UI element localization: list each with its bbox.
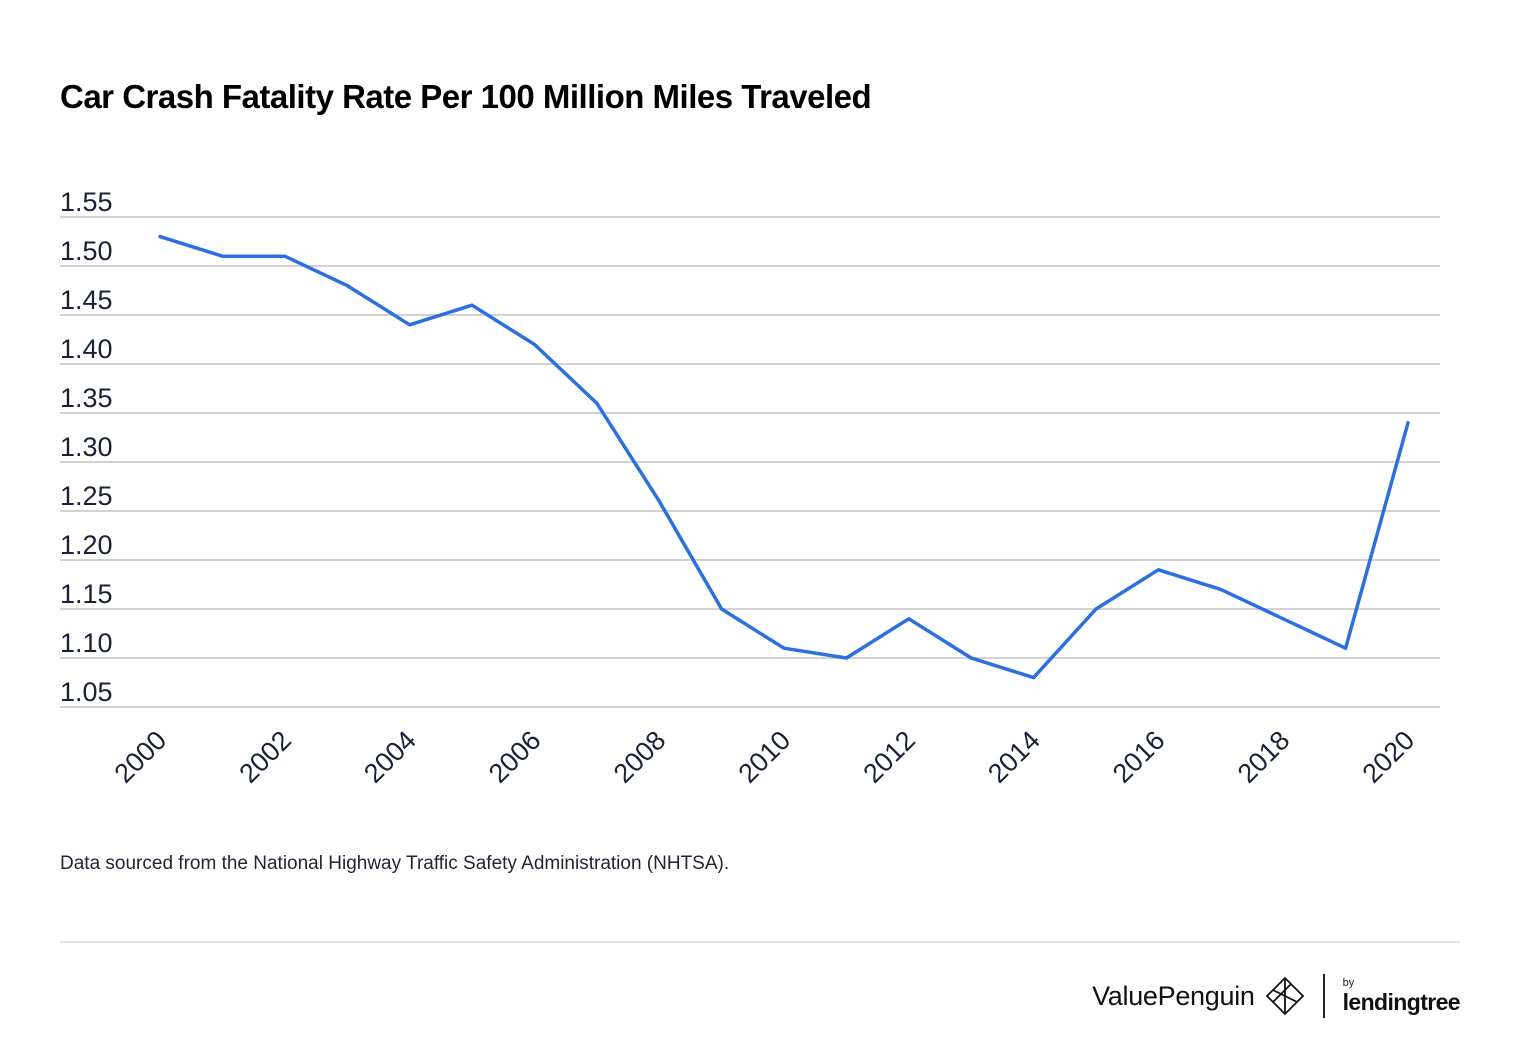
data-point xyxy=(158,235,162,239)
x-tick-label: 2020 xyxy=(1357,725,1421,789)
data-point xyxy=(283,254,287,258)
brand-by-label: by xyxy=(1342,977,1355,989)
data-point xyxy=(345,284,349,288)
brand-lockup: ValuePenguin by lendingtree xyxy=(1092,972,1461,1020)
y-tick-label: 1.25 xyxy=(60,481,113,511)
data-point xyxy=(220,254,224,258)
x-tick-label: 2002 xyxy=(233,725,297,789)
footer-divider xyxy=(60,941,1460,943)
data-point xyxy=(720,607,724,611)
data-point xyxy=(844,656,848,660)
y-tick-label: 1.45 xyxy=(60,285,113,315)
x-tick-label: 2018 xyxy=(1232,725,1296,789)
x-tick-label: 2004 xyxy=(358,725,422,789)
y-tick-label: 1.15 xyxy=(60,579,113,609)
x-tick-label: 2000 xyxy=(109,725,173,789)
x-tick-label: 2008 xyxy=(608,725,672,789)
data-point xyxy=(1094,607,1098,611)
penguin-logo-icon xyxy=(1265,976,1304,1016)
y-tick-label: 1.30 xyxy=(60,432,113,462)
chart-grid xyxy=(60,216,1440,708)
x-tick-label: 2010 xyxy=(733,725,797,789)
data-point xyxy=(1032,676,1036,680)
brand-separator xyxy=(1322,974,1325,1018)
chart-title: Car Crash Fatality Rate Per 100 Million … xyxy=(60,78,872,115)
line-chart: 1.55 1.50 1.45 1.40 1.35 1.30 1.25 1.20 1.15 1.10… xyxy=(60,187,1440,789)
y-axis-ticks: 1.55 1.50 1.45 1.40 1.35 1.30 1.25 1.20 1.15 1.10… xyxy=(60,187,113,707)
partner-name: lendingtree xyxy=(1342,989,1461,1015)
y-tick-label: 1.55 xyxy=(60,187,113,217)
data-point xyxy=(969,656,973,660)
x-tick-label: 2012 xyxy=(857,725,921,789)
source-note: Data sourced from the National Highway T… xyxy=(60,853,730,874)
data-point xyxy=(470,303,474,307)
partner-lockup: by lendingtree xyxy=(1342,977,1461,1015)
brand-name: ValuePenguin xyxy=(1092,980,1255,1011)
y-tick-label: 1.05 xyxy=(60,677,113,707)
data-point xyxy=(1344,646,1348,650)
data-point xyxy=(408,323,412,327)
y-tick-label: 1.20 xyxy=(60,530,113,560)
data-point xyxy=(782,646,786,650)
chart-series xyxy=(158,234,1410,680)
x-tick-label: 2014 xyxy=(982,725,1046,789)
data-point xyxy=(907,617,911,621)
data-point xyxy=(1406,421,1410,425)
y-tick-label: 1.35 xyxy=(60,383,113,413)
data-point xyxy=(1156,568,1160,572)
series-line-0 xyxy=(158,234,1410,680)
y-tick-label: 1.50 xyxy=(60,236,113,266)
y-tick-label: 1.10 xyxy=(60,628,113,658)
data-point xyxy=(1219,587,1223,591)
x-axis-ticks: 2000 2002 2004 2006 2008 2010 2012 2014 2016 2018… xyxy=(109,725,1421,789)
data-point xyxy=(595,401,599,405)
data-point xyxy=(1281,617,1285,621)
data-point xyxy=(532,342,536,346)
x-tick-label: 2016 xyxy=(1107,725,1171,789)
y-tick-label: 1.40 xyxy=(60,334,113,364)
data-point xyxy=(657,499,661,503)
x-tick-label: 2006 xyxy=(483,725,547,789)
